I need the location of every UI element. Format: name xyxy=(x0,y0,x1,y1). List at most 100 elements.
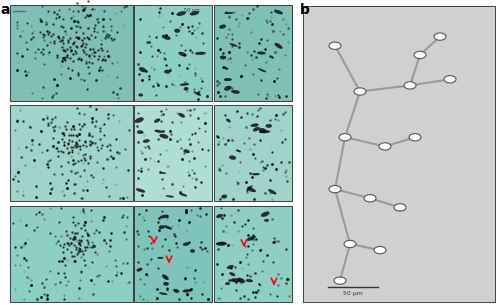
Circle shape xyxy=(379,143,391,150)
Circle shape xyxy=(334,277,346,284)
Ellipse shape xyxy=(231,278,240,282)
Ellipse shape xyxy=(227,265,234,269)
Ellipse shape xyxy=(162,275,168,280)
Ellipse shape xyxy=(161,172,166,174)
Ellipse shape xyxy=(154,130,162,133)
Ellipse shape xyxy=(238,278,244,283)
Circle shape xyxy=(434,33,446,40)
FancyBboxPatch shape xyxy=(134,105,212,201)
Ellipse shape xyxy=(261,212,270,217)
Ellipse shape xyxy=(236,150,241,152)
Ellipse shape xyxy=(259,128,266,133)
Text: 50 µm: 50 µm xyxy=(184,8,200,13)
Circle shape xyxy=(404,82,416,89)
Circle shape xyxy=(364,195,376,202)
Ellipse shape xyxy=(164,282,168,285)
Ellipse shape xyxy=(258,69,266,72)
Ellipse shape xyxy=(216,214,222,218)
Circle shape xyxy=(329,185,341,193)
Ellipse shape xyxy=(135,118,143,123)
Ellipse shape xyxy=(184,87,188,90)
Ellipse shape xyxy=(264,219,269,221)
Ellipse shape xyxy=(158,257,163,259)
FancyBboxPatch shape xyxy=(214,206,292,302)
FancyBboxPatch shape xyxy=(10,105,132,201)
FancyBboxPatch shape xyxy=(214,5,292,101)
Ellipse shape xyxy=(164,70,170,73)
Ellipse shape xyxy=(164,225,172,229)
Ellipse shape xyxy=(224,86,232,91)
Ellipse shape xyxy=(222,195,227,198)
Ellipse shape xyxy=(194,92,200,96)
Ellipse shape xyxy=(230,43,237,46)
Circle shape xyxy=(414,51,426,59)
Ellipse shape xyxy=(138,94,143,96)
Ellipse shape xyxy=(266,124,272,127)
Ellipse shape xyxy=(246,279,252,282)
Ellipse shape xyxy=(252,173,260,175)
Ellipse shape xyxy=(139,67,146,72)
Ellipse shape xyxy=(246,236,256,241)
Ellipse shape xyxy=(183,289,192,292)
Ellipse shape xyxy=(226,282,230,285)
Circle shape xyxy=(344,240,356,248)
Circle shape xyxy=(374,246,386,254)
Ellipse shape xyxy=(184,150,190,153)
Ellipse shape xyxy=(137,131,142,134)
Ellipse shape xyxy=(220,25,226,28)
Ellipse shape xyxy=(226,119,230,122)
Circle shape xyxy=(329,42,341,49)
Ellipse shape xyxy=(224,78,232,81)
Ellipse shape xyxy=(160,292,167,295)
Ellipse shape xyxy=(178,113,185,117)
Ellipse shape xyxy=(160,215,168,218)
Ellipse shape xyxy=(268,189,276,194)
Ellipse shape xyxy=(159,226,164,229)
Ellipse shape xyxy=(166,196,173,197)
FancyBboxPatch shape xyxy=(10,5,132,101)
Text: 50 µm: 50 µm xyxy=(342,291,362,296)
Circle shape xyxy=(339,134,351,141)
Circle shape xyxy=(394,204,406,211)
Ellipse shape xyxy=(190,249,195,253)
Ellipse shape xyxy=(174,29,180,33)
Ellipse shape xyxy=(180,84,189,85)
Ellipse shape xyxy=(174,289,179,292)
Ellipse shape xyxy=(178,52,186,56)
Ellipse shape xyxy=(177,12,186,16)
Text: b: b xyxy=(300,3,310,17)
Ellipse shape xyxy=(180,193,187,196)
Ellipse shape xyxy=(216,242,226,246)
Ellipse shape xyxy=(143,140,150,142)
Ellipse shape xyxy=(252,124,258,127)
Ellipse shape xyxy=(220,56,226,59)
FancyBboxPatch shape xyxy=(134,5,212,101)
Ellipse shape xyxy=(247,187,256,192)
Ellipse shape xyxy=(160,134,168,138)
FancyBboxPatch shape xyxy=(214,105,292,201)
Ellipse shape xyxy=(253,127,260,131)
Ellipse shape xyxy=(223,67,228,70)
Ellipse shape xyxy=(196,52,205,55)
Ellipse shape xyxy=(137,268,142,271)
Text: a: a xyxy=(0,3,10,17)
Ellipse shape xyxy=(154,119,160,123)
Ellipse shape xyxy=(259,131,270,133)
Ellipse shape xyxy=(183,242,190,246)
Ellipse shape xyxy=(162,35,170,40)
Ellipse shape xyxy=(230,272,235,276)
Ellipse shape xyxy=(257,52,266,54)
Ellipse shape xyxy=(190,11,199,15)
Ellipse shape xyxy=(224,12,234,14)
Ellipse shape xyxy=(216,243,226,245)
FancyBboxPatch shape xyxy=(134,206,212,302)
Ellipse shape xyxy=(274,10,282,14)
Circle shape xyxy=(444,76,456,83)
Circle shape xyxy=(409,134,421,141)
FancyBboxPatch shape xyxy=(302,6,495,302)
Ellipse shape xyxy=(230,156,236,160)
Ellipse shape xyxy=(136,188,145,192)
Circle shape xyxy=(354,88,366,95)
Ellipse shape xyxy=(274,43,282,48)
Ellipse shape xyxy=(232,90,239,93)
